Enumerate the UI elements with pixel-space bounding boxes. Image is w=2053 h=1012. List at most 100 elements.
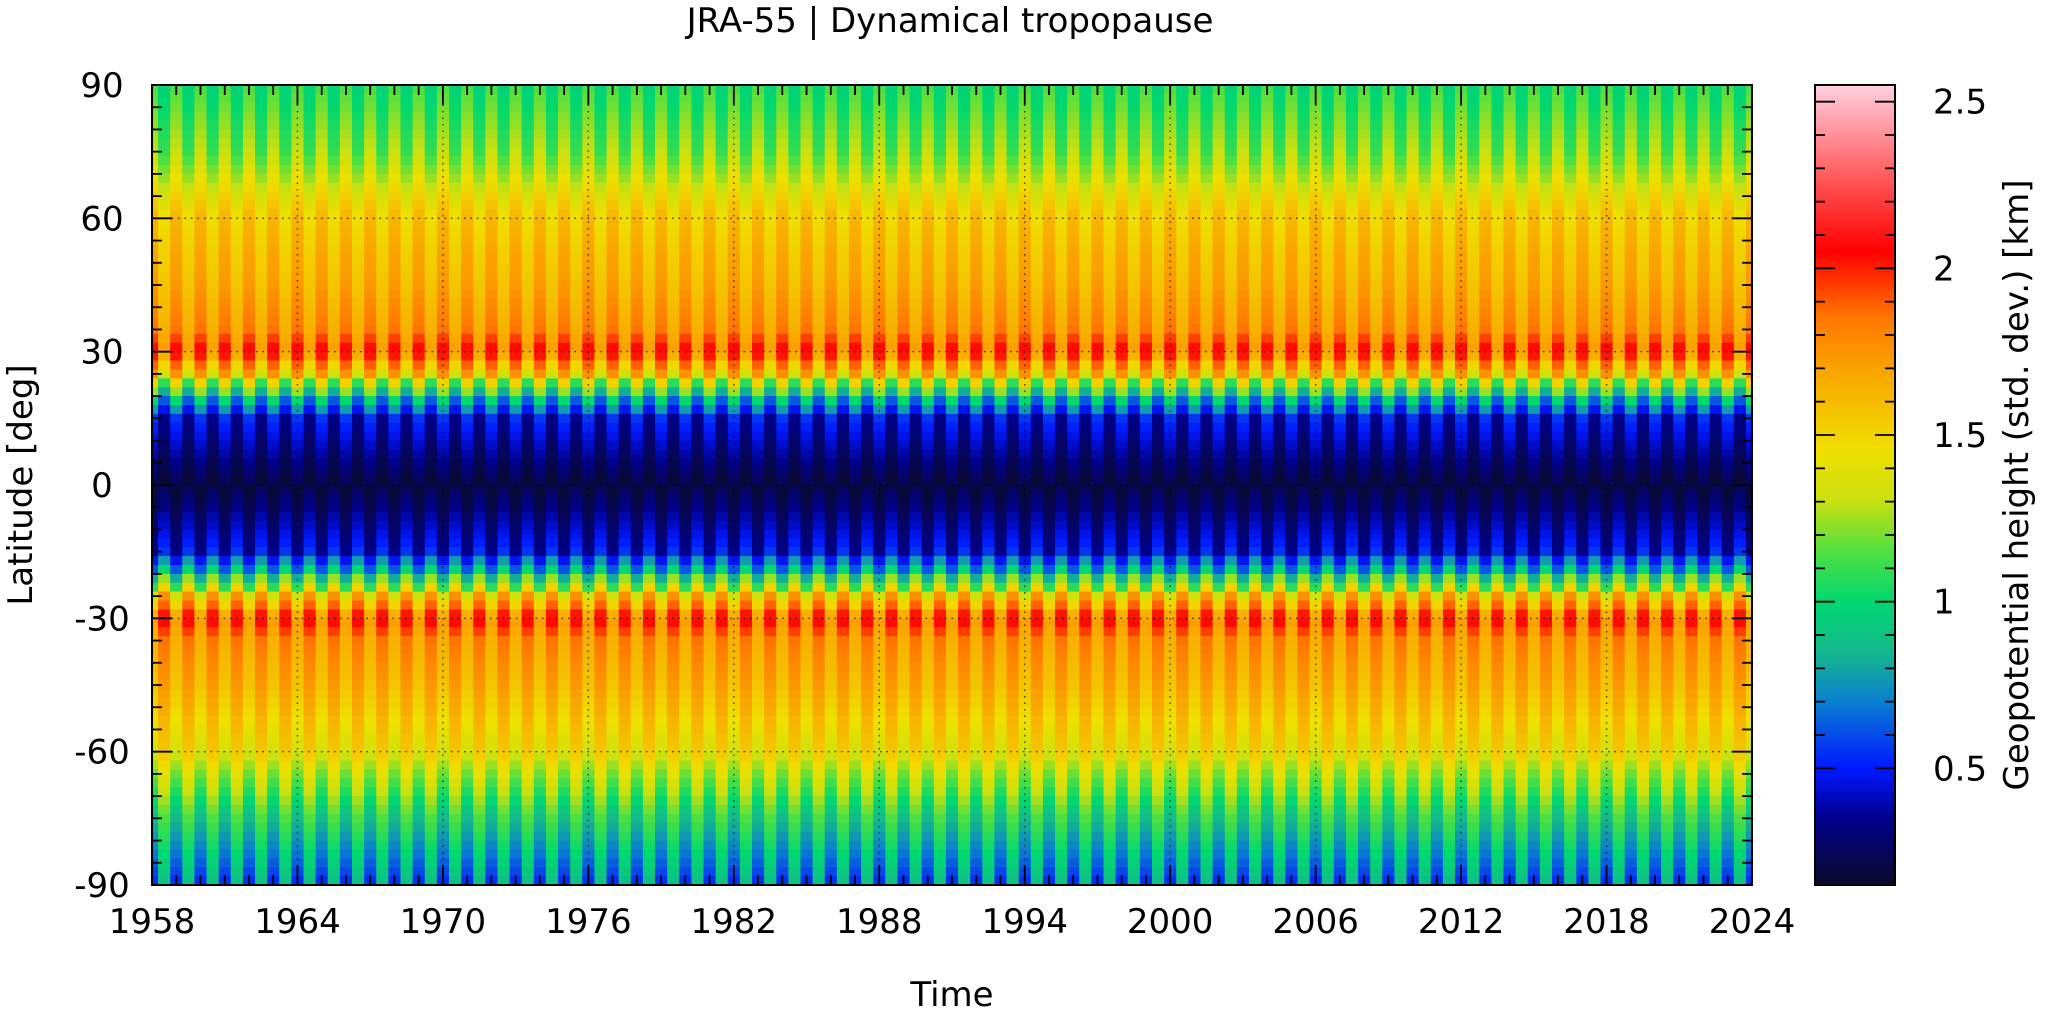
heatmap-cell — [1588, 236, 1595, 245]
heatmap-cell — [1134, 227, 1141, 236]
heatmap-cell — [1479, 209, 1486, 218]
heatmap-cell — [1297, 156, 1304, 165]
heatmap-cell — [1322, 218, 1329, 227]
heatmap-cell — [1043, 218, 1050, 227]
heatmap-cell — [449, 147, 456, 156]
heatmap-cell — [1055, 209, 1062, 218]
heatmap-cell — [1122, 147, 1129, 156]
heatmap-cell — [285, 85, 292, 94]
heatmap-cell — [431, 192, 438, 201]
heatmap-cell — [704, 192, 711, 201]
heatmap-cell — [897, 218, 904, 227]
heatmap-cell — [1388, 112, 1395, 121]
heatmap-cell — [158, 201, 165, 210]
heatmap-cell — [1619, 227, 1626, 236]
heatmap-cell — [504, 112, 511, 121]
heatmap-cell — [946, 147, 953, 156]
heatmap-cell — [1273, 85, 1280, 94]
heatmap-cell — [1207, 201, 1214, 210]
heatmap-cell — [1607, 209, 1614, 218]
heatmap-cell — [497, 147, 504, 156]
heatmap-cell — [304, 156, 311, 165]
heatmap-cell — [655, 236, 662, 245]
heatmap-cell — [449, 192, 456, 201]
heatmap-cell — [1231, 156, 1238, 165]
heatmap-cell — [758, 236, 765, 245]
heatmap-cell — [1170, 165, 1177, 174]
heatmap-cell — [600, 245, 607, 254]
heatmap-cell — [540, 192, 547, 201]
heatmap-cell — [219, 192, 226, 201]
heatmap-cell — [697, 138, 704, 147]
heatmap-cell — [564, 103, 571, 112]
heatmap-cell — [1588, 94, 1595, 103]
heatmap-cell — [273, 218, 280, 227]
heatmap-cell — [461, 94, 468, 103]
heatmap-cell — [1073, 218, 1080, 227]
heatmap-cell — [322, 85, 329, 94]
heatmap-cell — [588, 201, 595, 210]
heatmap-cell — [697, 218, 704, 227]
heatmap-cell — [516, 209, 523, 218]
heatmap-cell — [200, 192, 207, 201]
heatmap-cell — [437, 138, 444, 147]
heatmap-cell — [667, 147, 674, 156]
heatmap-cell — [522, 174, 529, 183]
heatmap-cell — [1540, 245, 1547, 254]
heatmap-cell — [1194, 138, 1201, 147]
heatmap-cell — [600, 94, 607, 103]
heatmap-cell — [613, 227, 620, 236]
heatmap-cell — [170, 138, 177, 147]
heatmap-cell — [904, 138, 911, 147]
heatmap-cell — [1564, 147, 1571, 156]
heatmap-cell — [516, 138, 523, 147]
heatmap-cell — [1043, 201, 1050, 210]
heatmap-cell — [1594, 112, 1601, 121]
heatmap-cell — [534, 227, 541, 236]
heatmap-cell — [522, 218, 529, 227]
heatmap-cell — [491, 183, 498, 192]
heatmap-cell — [231, 236, 238, 245]
heatmap-cell — [316, 183, 323, 192]
heatmap-cell — [1461, 85, 1468, 94]
heatmap-cell — [825, 165, 832, 174]
heatmap-cell — [1613, 183, 1620, 192]
heatmap-cell — [534, 112, 541, 121]
heatmap-cell — [1558, 103, 1565, 112]
heatmap-cell — [643, 147, 650, 156]
heatmap-cell — [1231, 201, 1238, 210]
heatmap-cell — [1128, 218, 1135, 227]
heatmap-cell — [1025, 94, 1032, 103]
heatmap-cell — [1225, 112, 1232, 121]
heatmap-cell — [1600, 112, 1607, 121]
heatmap-cell — [710, 201, 717, 210]
heatmap-cell — [1304, 245, 1311, 254]
heatmap-cell — [576, 165, 583, 174]
heatmap-cell — [358, 94, 365, 103]
heatmap-cell — [1485, 156, 1492, 165]
heatmap-cell — [1316, 236, 1323, 245]
heatmap-cell — [770, 85, 777, 94]
heatmap-cell — [261, 245, 268, 254]
heatmap-cell — [673, 121, 680, 130]
heatmap-cell — [243, 165, 250, 174]
heatmap-cell — [1588, 165, 1595, 174]
heatmap-cell — [1461, 147, 1468, 156]
heatmap-cell — [613, 147, 620, 156]
heatmap-cell — [697, 209, 704, 218]
heatmap-cell — [594, 218, 601, 227]
heatmap-cell — [1019, 112, 1026, 121]
heatmap-cell — [1267, 192, 1274, 201]
heatmap-cell — [1528, 201, 1535, 210]
heatmap-cell — [1110, 174, 1117, 183]
heatmap-cell — [407, 129, 414, 138]
heatmap-cell — [176, 94, 183, 103]
heatmap-cell — [613, 201, 620, 210]
heatmap-cell — [479, 201, 486, 210]
heatmap-cell — [1358, 201, 1365, 210]
heatmap-cell — [1388, 138, 1395, 147]
heatmap-cell — [691, 245, 698, 254]
heatmap-cell — [849, 94, 856, 103]
heatmap-cell — [794, 165, 801, 174]
heatmap-cell — [704, 147, 711, 156]
